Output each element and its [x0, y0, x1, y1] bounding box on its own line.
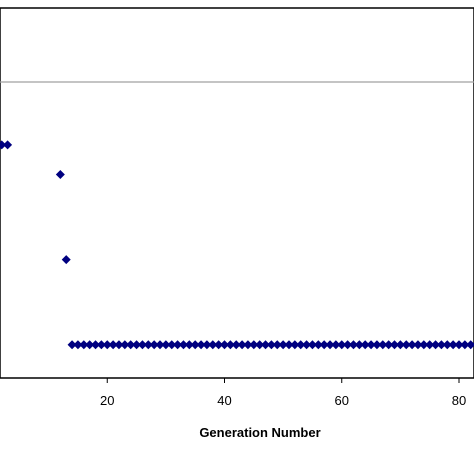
data-point: [395, 340, 405, 350]
data-point: [378, 340, 388, 350]
data-point: [132, 340, 142, 350]
data-point: [255, 340, 265, 350]
data-point: [442, 340, 452, 350]
data-point: [331, 340, 341, 350]
x-axis-title: Generation Number: [199, 425, 320, 440]
x-tick-label: 80: [452, 393, 466, 408]
x-tick-label: 40: [217, 393, 231, 408]
data-point: [155, 340, 165, 350]
data-point: [249, 340, 259, 350]
data-point: [272, 340, 282, 350]
data-point: [102, 340, 112, 350]
data-point: [67, 340, 77, 350]
x-tick-label: 20: [100, 393, 114, 408]
data-point: [214, 340, 224, 350]
data-point: [137, 340, 147, 350]
data-point: [313, 340, 323, 350]
data-point: [460, 340, 470, 350]
plot-area: [0, 7, 474, 379]
data-point: [190, 340, 200, 350]
data-point: [401, 340, 411, 350]
data-point: [237, 340, 247, 350]
data-point: [419, 340, 429, 350]
data-point: [91, 340, 101, 350]
data-point: [354, 340, 364, 350]
data-point: [431, 340, 441, 350]
data-point: [208, 340, 218, 350]
data-point: [220, 340, 229, 350]
data-point: [261, 340, 271, 350]
data-point: [108, 340, 118, 350]
data-point: [337, 340, 347, 350]
data-point: [3, 140, 13, 150]
x-axis-ticks: 20 40 60 80: [100, 378, 466, 408]
data-point: [55, 170, 65, 179]
data-point: [307, 340, 317, 350]
data-point: [348, 340, 358, 350]
data-point: [184, 340, 194, 350]
data-point: [407, 340, 417, 350]
data-point: [390, 340, 400, 350]
data-point: [79, 340, 89, 350]
data-point: [360, 340, 370, 350]
data-point: [319, 340, 329, 350]
data-point: [296, 340, 306, 350]
data-point: [436, 340, 446, 350]
data-point: [85, 340, 95, 350]
data-point: [161, 340, 171, 350]
data-point: [278, 340, 288, 350]
data-point: [302, 340, 312, 350]
data-point: [120, 340, 130, 350]
data-point: [366, 340, 376, 350]
data-point: [173, 340, 183, 350]
data-point: [454, 340, 464, 350]
data-point: [325, 340, 335, 350]
data-point: [266, 340, 276, 350]
data-point: [167, 340, 177, 350]
data-point: [466, 340, 474, 350]
data-point: [202, 340, 212, 350]
data-point: [178, 340, 188, 350]
data-point: [143, 340, 153, 350]
data-point: [61, 255, 71, 265]
data-point: [284, 340, 294, 350]
data-point: [425, 340, 435, 350]
data-point: [149, 340, 159, 350]
data-point: [413, 340, 423, 350]
data-point: [384, 340, 394, 350]
data-point: [343, 340, 353, 350]
data-point: [448, 340, 458, 350]
data-point: [196, 340, 206, 350]
data-point: [372, 340, 382, 350]
data-point: [114, 340, 124, 350]
data-point: [243, 340, 253, 350]
data-point: [96, 340, 106, 350]
x-tick-label: 60: [335, 393, 349, 408]
data-point: [225, 340, 235, 350]
data-point: [231, 340, 241, 350]
data-point: [73, 340, 83, 350]
data-point: [126, 340, 136, 350]
data-point: [290, 340, 300, 350]
data-points: [0, 140, 474, 350]
